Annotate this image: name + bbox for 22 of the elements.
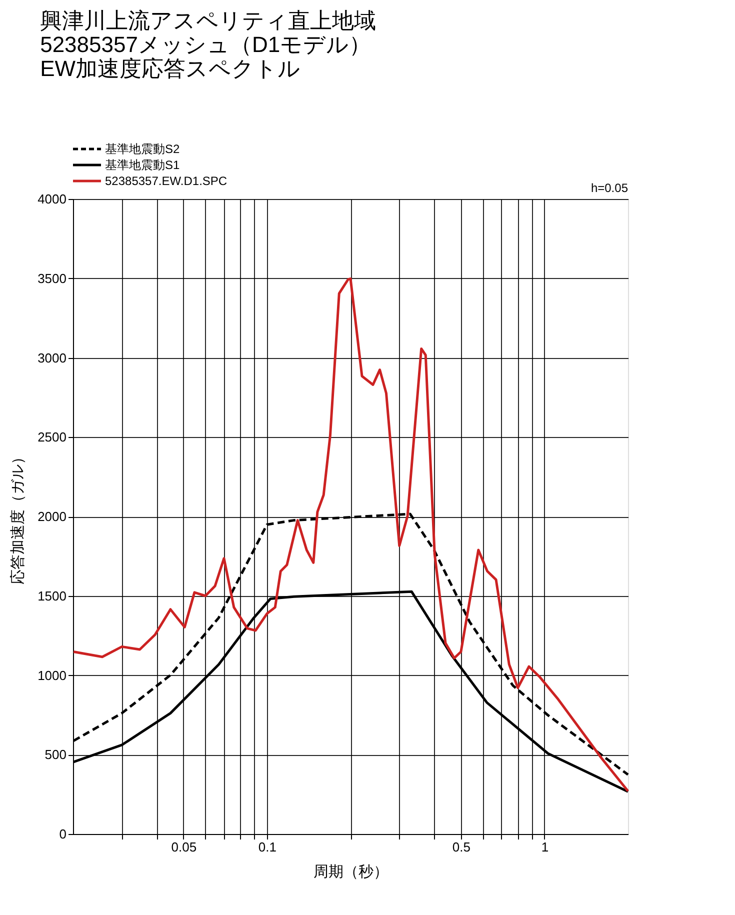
text: 興津川上流アスペリティ直上地域 [40,8,376,33]
y-tick-label: 1000 [38,668,66,683]
y-tick-label: 3000 [38,350,66,366]
text: h=0.05 [590,181,628,195]
text: 52385357メッシュ（D1モデル） [40,32,372,57]
x-tick-label: 0.05 [171,840,197,854]
y-tick-label: 2000 [38,509,66,524]
y-tick-label: 4000 [38,192,66,206]
legend-label: 基準地震動S2 [105,142,180,156]
legend-label: 52385357.EW.D1.SPC [105,174,228,188]
x-tick-label: 1 [541,840,549,854]
y-tick-label: 1500 [38,588,66,604]
text: EW加速度応答スペクトル [40,56,301,81]
legend-label: 基準地震動S1 [105,158,180,172]
y-axis-title: 応答加速度（ガル） [10,450,27,584]
x-tick-label: 0.1 [258,840,277,854]
y-tick-label: 3500 [38,270,66,286]
y-tick-label: 2500 [38,430,66,445]
y-tick-label: 500 [44,747,66,762]
x-tick-label: 0.5 [452,840,470,854]
y-tick-label: 0 [59,826,66,842]
x-axis-title: 周期（秒） [314,864,388,880]
